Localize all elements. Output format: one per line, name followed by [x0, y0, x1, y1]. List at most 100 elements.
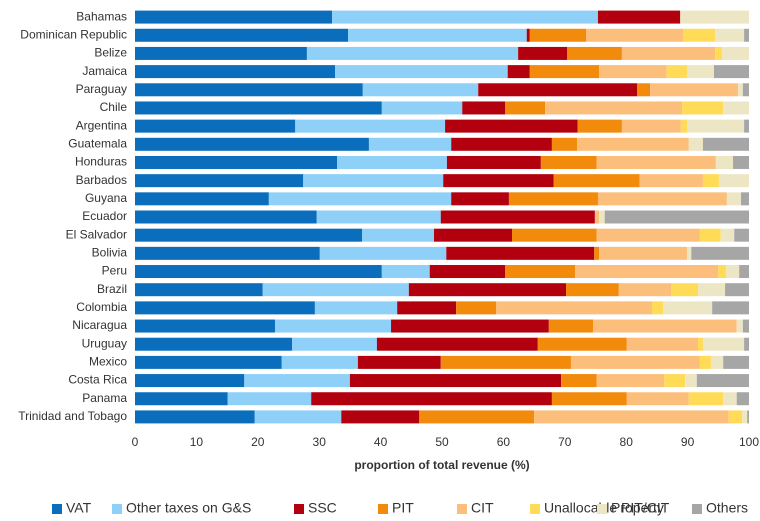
bar-segment [683, 28, 716, 42]
legend-text: CIT [471, 500, 494, 516]
y-tick-label: Barbados [76, 173, 127, 187]
bar-segment [728, 410, 743, 424]
bar-segment [599, 246, 687, 260]
bar-segment [726, 265, 740, 279]
bar-segment [429, 265, 506, 279]
bar-segment [599, 210, 605, 224]
bar-segment [566, 283, 619, 297]
bar-segment [335, 65, 508, 79]
bar-segment [577, 137, 689, 151]
bar-segment [518, 46, 568, 60]
bar-segment [478, 83, 638, 97]
bar-segment [135, 210, 317, 224]
bar-segment [408, 283, 567, 297]
bar-segment [744, 119, 749, 133]
bar-segment [348, 28, 527, 42]
bar-segment [135, 174, 304, 188]
bar-segment [618, 283, 672, 297]
bar-segment [281, 355, 358, 369]
legend-swatch [692, 504, 702, 514]
y-tick-label: Guatemala [68, 136, 127, 150]
bar-segment [505, 101, 546, 115]
bar-segment [639, 174, 703, 188]
bar-segment [686, 119, 745, 133]
y-tick-label: Jamaica [82, 64, 127, 78]
bar-segment [445, 119, 578, 133]
bar-segment [314, 301, 398, 315]
bar-segment [720, 228, 735, 242]
bar-segment [593, 319, 737, 333]
bar-segment [567, 46, 622, 60]
y-tick-label: Trinidad and Tobago [18, 409, 127, 423]
bar-segment [135, 10, 333, 24]
x-tick-label: 0 [132, 435, 139, 449]
bar-segment [135, 192, 269, 206]
y-tick-label: Nicaragua [72, 318, 127, 332]
bar-segment [702, 174, 719, 188]
bar-segment [561, 374, 597, 388]
legend-text: PIT [392, 500, 414, 516]
y-tick-label: Colombia [76, 300, 127, 314]
y-tick-label: Guyana [85, 191, 127, 205]
bar-segment [496, 301, 652, 315]
x-tick-label: 90 [681, 435, 695, 449]
bar-segment [599, 65, 667, 79]
y-tick-label: Dominican Republic [20, 27, 127, 41]
bar-segment [135, 83, 363, 97]
bar-segment [742, 319, 749, 333]
bar-segment [511, 228, 597, 242]
bar-segment [664, 374, 686, 388]
x-axis-title: proportion of total revenue (%) [354, 458, 529, 472]
bar-segment [626, 392, 689, 406]
bar-segment [710, 355, 724, 369]
bar-segment [254, 410, 342, 424]
bar-segment [292, 337, 377, 351]
bar-segment [637, 83, 651, 97]
x-tick-label: 10 [190, 435, 204, 449]
bar-segment [686, 246, 692, 260]
bar-segment [699, 228, 721, 242]
bar-segment [135, 355, 282, 369]
y-tick-label: Ecuador [82, 209, 127, 223]
bar-segment [671, 283, 699, 297]
legend-swatch [457, 504, 467, 514]
bar-segment [699, 355, 711, 369]
bar-segment [666, 65, 687, 79]
bar-segment [135, 283, 263, 297]
bar-segment [691, 246, 749, 260]
bar-segment [577, 119, 622, 133]
bar-segment [319, 246, 447, 260]
bar-segment [737, 83, 743, 97]
bar-segment [744, 337, 749, 351]
bar-segment [553, 174, 640, 188]
legend-swatch [294, 504, 304, 514]
bar-segment [446, 155, 541, 169]
y-tick-label: Chile [100, 100, 128, 114]
y-tick-label: Bahamas [76, 9, 127, 23]
bar-segment [715, 46, 722, 60]
bar-segment [451, 192, 509, 206]
bar-segment [316, 210, 441, 224]
bar-segment [596, 374, 665, 388]
bar-segment [306, 46, 519, 60]
bar-segment [529, 28, 587, 42]
bar-segment [621, 119, 681, 133]
bar-segment [135, 155, 338, 169]
y-tick-label: Paraguay [76, 82, 127, 96]
y-tick-label: Uruguay [82, 336, 127, 350]
bar-segment [526, 28, 530, 42]
bar-segment [551, 392, 627, 406]
bar-segment [739, 265, 749, 279]
bar-segment [311, 392, 552, 406]
y-tick-label: Mexico [89, 355, 127, 369]
bar-segment [381, 265, 430, 279]
x-tick-label: 50 [435, 435, 449, 449]
bar-segment [332, 10, 598, 24]
bar-segment [651, 301, 664, 315]
bar-segment [508, 192, 598, 206]
bar-segment [540, 155, 597, 169]
bar-segment [733, 155, 749, 169]
bar-segment [718, 265, 727, 279]
bar-segment [262, 283, 409, 297]
